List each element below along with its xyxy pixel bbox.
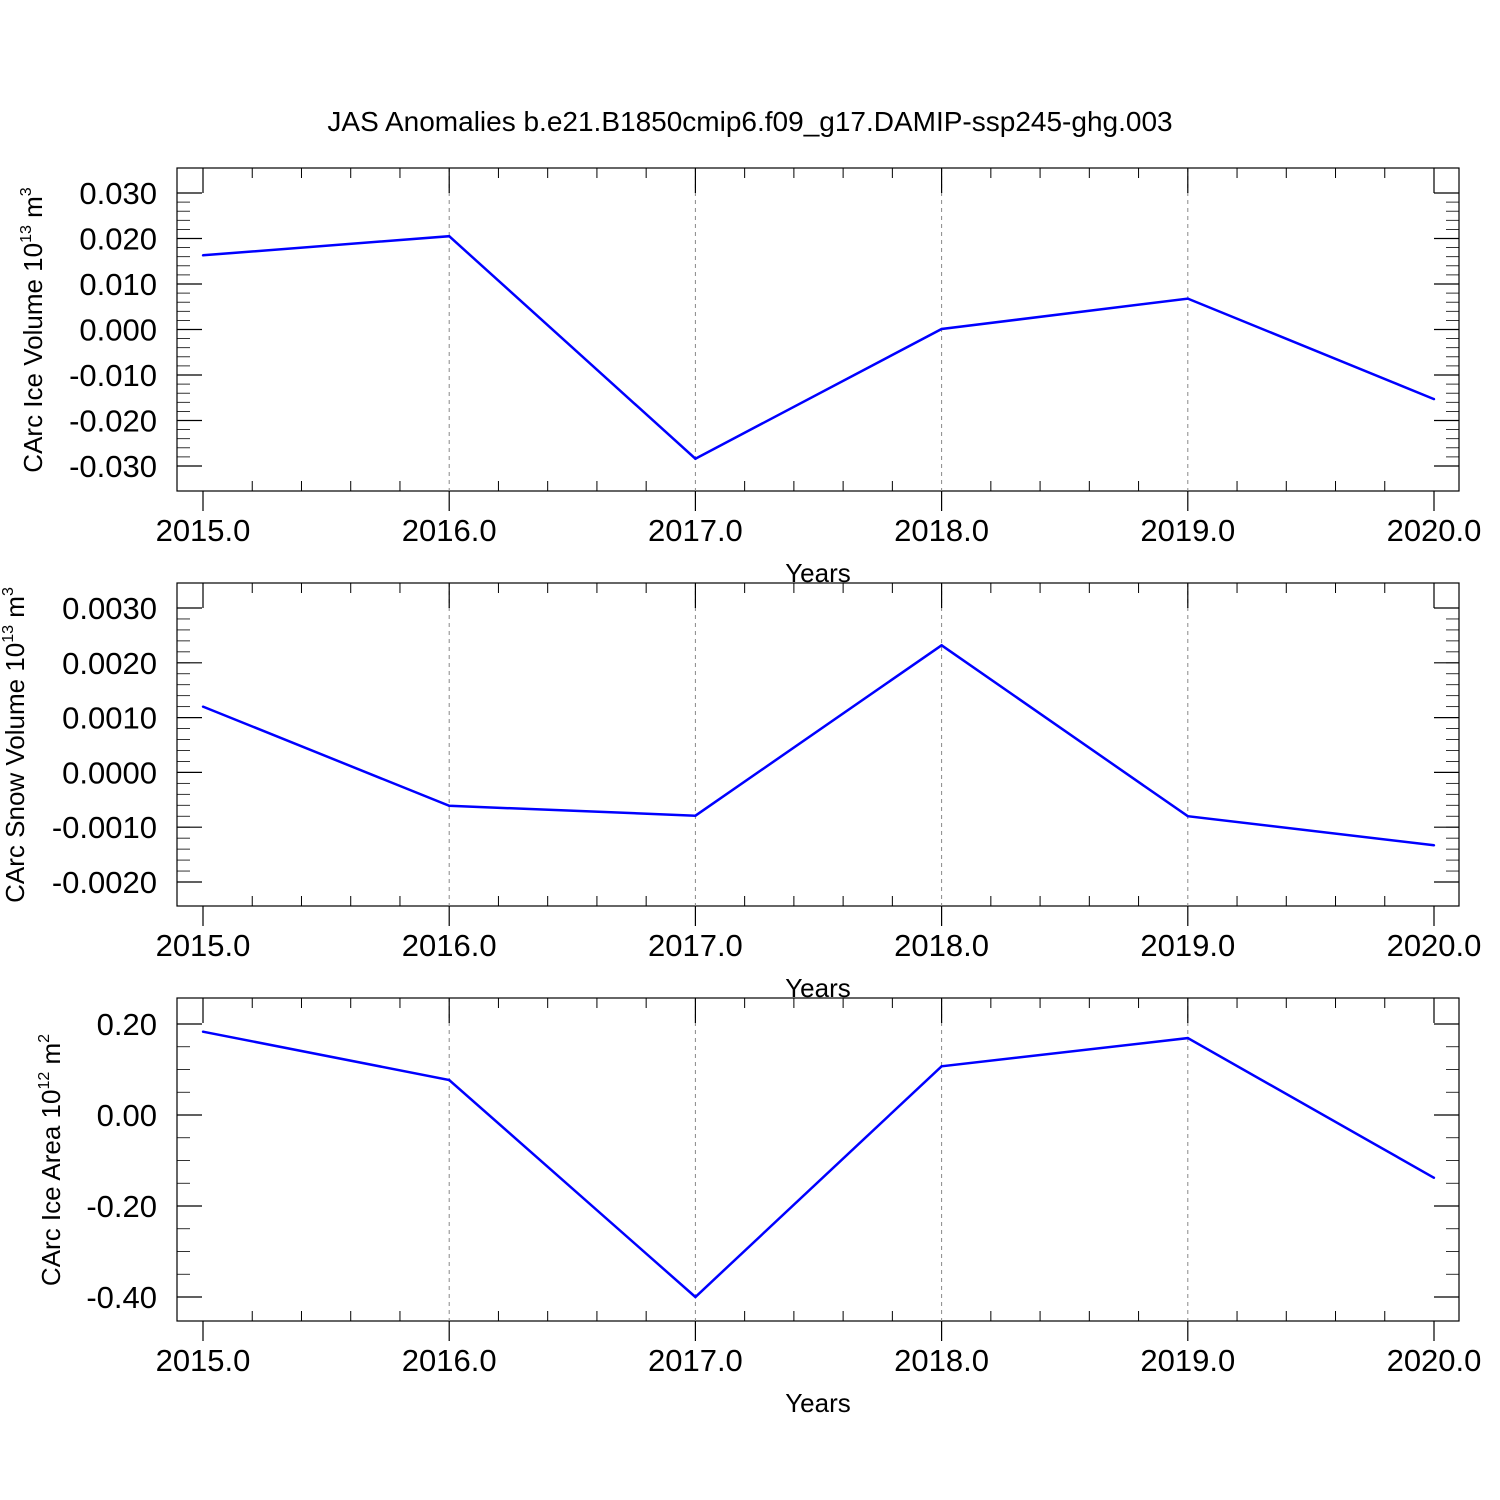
x-tick-label: 2015.0 (156, 928, 251, 963)
data-point (940, 327, 943, 331)
y-tick-label: 0.000 (79, 313, 157, 348)
panel-3: -0.40 -0.20 0.00 0.20 2015.0 2016.0 2017.0 2018… (36, 997, 1482, 1418)
x-tick-label: 2017.0 (648, 928, 743, 963)
y-tick-label: 0.0020 (62, 646, 157, 681)
data-point (448, 235, 451, 238)
figure-title: JAS Anomalies b.e21.B1850cmip6.f09_g17.D… (327, 106, 1172, 137)
series-line-1 (202, 234, 1435, 461)
x-tick-label: 2020.0 (1387, 928, 1482, 963)
x-tick-label: 2019.0 (1140, 1343, 1235, 1378)
y-tick-label: 0.010 (79, 267, 157, 302)
y-tick-label: 0.0010 (62, 701, 157, 736)
x-tick-label: 2020.0 (1387, 513, 1482, 548)
data-point (1186, 297, 1190, 300)
y-tick-label: 0.020 (79, 222, 157, 257)
x-tick-label: 2015.0 (156, 1343, 251, 1378)
panel-1: -0.030 -0.020 -0.010 0.000 0.010 0.020 0.030 20… (18, 167, 1482, 588)
data-point (1186, 1036, 1190, 1040)
panel-2: -0.0020 -0.0010 0.0000 0.0010 0.0020 0.0030 20… (0, 582, 1482, 1003)
x-tick-label: 2017.0 (648, 1343, 743, 1378)
x-tick-label: 2018.0 (894, 513, 989, 548)
data-point (940, 644, 943, 647)
y-axis-title: CArc Ice Volume 1013 m3 (18, 187, 48, 472)
data-point (448, 804, 451, 808)
plot-frame (176, 582, 1460, 907)
y-tick-label: -0.020 (69, 404, 157, 439)
y-tick-label: 0.0000 (62, 755, 157, 790)
y-tick-label: -0.0020 (52, 865, 157, 900)
x-tick-label: 2020.0 (1387, 1343, 1482, 1378)
y-tick-label: -0.010 (69, 358, 157, 393)
y-tick-label: 0.20 (97, 1007, 157, 1042)
x-tick-label: 2019.0 (1140, 513, 1235, 548)
series-line-1 (202, 1030, 1435, 1299)
x-tick-label: 2015.0 (156, 513, 251, 548)
y-axis-title: CArc Ice Area 1012 m2 (36, 1034, 66, 1286)
x-tick-label: 2016.0 (402, 928, 497, 963)
series-line-1 (202, 643, 1435, 847)
x-tick-label: 2016.0 (402, 1343, 497, 1378)
data-point (201, 705, 205, 708)
x-tick-label: 2016.0 (402, 513, 497, 548)
y-tick-label: -0.030 (69, 449, 157, 484)
y-tick-label: 0.030 (79, 176, 157, 211)
y-axis-title: CArc Snow Volume 1013 m3 (0, 587, 30, 903)
y-tick-label: 0.00 (97, 1098, 157, 1133)
data-point (201, 1030, 205, 1033)
x-tick-label: 2018.0 (894, 928, 989, 963)
x-tick-label: 2019.0 (1140, 928, 1235, 963)
data-point (1432, 397, 1436, 401)
y-tick-label: -0.20 (86, 1189, 157, 1224)
panels: -0.030 -0.020 -0.010 0.000 0.010 0.020 0.030 20… (0, 167, 1482, 1418)
data-point (201, 254, 205, 257)
data-point (694, 1295, 697, 1299)
x-axis-title: Years (785, 1388, 851, 1418)
data-point (1432, 1176, 1436, 1179)
x-tick-label: 2018.0 (894, 1343, 989, 1378)
data-point (1432, 844, 1436, 847)
data-point (694, 457, 697, 460)
data-point (1186, 815, 1190, 818)
data-point (940, 1065, 943, 1068)
x-tick-label: 2017.0 (648, 513, 743, 548)
y-tick-label: -0.40 (86, 1280, 157, 1315)
data-point (448, 1078, 451, 1082)
y-tick-label: -0.0010 (52, 810, 157, 845)
plot-frame (176, 997, 1460, 1322)
y-tick-label: 0.0030 (62, 591, 157, 626)
data-point (694, 814, 697, 817)
